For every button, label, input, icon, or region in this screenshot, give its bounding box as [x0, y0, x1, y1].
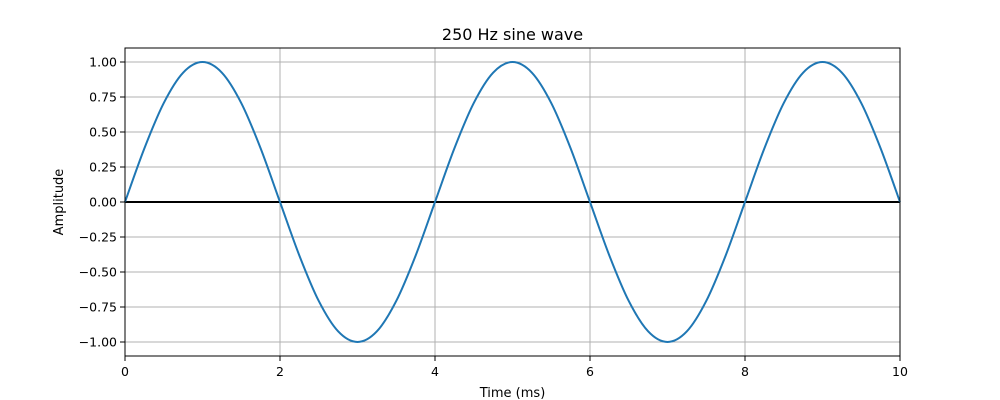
y-tick-label: 1.00 [89, 55, 117, 70]
y-axis-label: Amplitude [52, 169, 67, 236]
x-tick-label: 8 [741, 364, 749, 379]
x-tick-label: 2 [276, 364, 284, 379]
sine-wave-line [124, 61, 901, 343]
x-axis-label: Time (ms) [479, 386, 546, 400]
y-tick-label: −0.75 [79, 300, 117, 315]
y-tick-label: 0.50 [89, 125, 117, 140]
y-tick-label: −1.00 [79, 335, 117, 350]
x-tick-label: 4 [431, 364, 439, 379]
y-tick-label: 0.75 [89, 90, 117, 105]
x-tick-label: 10 [892, 364, 908, 379]
y-tick-label: −0.50 [79, 265, 117, 280]
y-tick-label: −0.25 [79, 230, 117, 245]
y-tick-label: 0.25 [89, 160, 117, 175]
axis-ticks: 0 2 4 6 8 10 1.00 0.75 0.50 0.25 0.00 −0.25 −0.50 −0.… [79, 55, 908, 380]
x-tick-label: 6 [586, 364, 594, 379]
chart-title: 250 Hz sine wave [442, 25, 583, 44]
x-tick-label: 0 [121, 364, 129, 379]
y-tick-label: 0.00 [89, 195, 117, 210]
